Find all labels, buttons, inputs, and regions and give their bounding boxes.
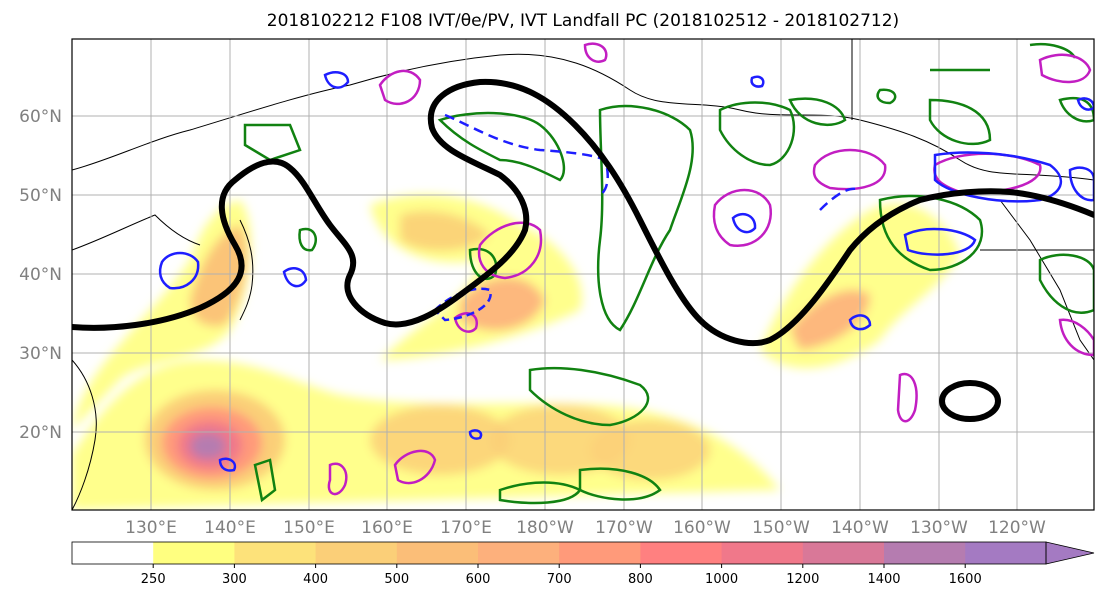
- green-contours: [243, 43, 1094, 505]
- colorbar-tick-label: 700: [547, 572, 572, 587]
- colorbar-tick-label: 1600: [949, 572, 982, 587]
- colorbar-tick-label: 1000: [705, 572, 738, 587]
- lon-label: 130°W: [910, 518, 968, 538]
- lon-label: 150°W: [752, 518, 810, 538]
- blue-contours: [158, 71, 1094, 472]
- colorbar-cell: [315, 542, 398, 564]
- lon-label: 120°W: [988, 518, 1046, 538]
- lon-label: 160°W: [673, 518, 731, 538]
- colorbar-cell: [234, 542, 317, 564]
- colorbar-cell: [396, 542, 479, 564]
- lat-label: 60°N: [19, 107, 62, 127]
- colorbar-tick-label: 1200: [786, 572, 819, 587]
- colorbar-cell: [559, 542, 641, 564]
- lon-label: 140°E: [204, 518, 256, 538]
- lat-label: 40°N: [19, 265, 62, 285]
- map-panel: [72, 39, 1094, 510]
- lon-label: 170°W: [595, 518, 653, 538]
- colorbar-cell: [478, 542, 560, 564]
- colorbar-cell: [884, 542, 966, 564]
- colorbar-cell: [802, 542, 885, 564]
- lat-label: 30°N: [19, 344, 62, 364]
- colorbar-tick-label: 1400: [867, 572, 900, 587]
- gridlines: [72, 39, 1094, 510]
- lat-label: 50°N: [19, 186, 62, 206]
- lat-label: 20°N: [19, 423, 62, 443]
- figure-title: 2018102212 F108 IVT/θe/PV, IVT Landfall …: [267, 11, 899, 31]
- colorbar-tick-label: 800: [628, 572, 653, 587]
- colorbar-tick-label: 500: [384, 572, 409, 587]
- lon-label: 130°E: [125, 518, 177, 538]
- colorbar-cells: [72, 542, 1047, 564]
- lon-label: 160°E: [361, 518, 413, 538]
- lon-label: 170°E: [440, 518, 492, 538]
- lon-label: 150°E: [283, 518, 335, 538]
- colorbar-cell: [965, 542, 1047, 564]
- colorbar-cell: [721, 542, 804, 564]
- colorbar-ticks: 250 300 400 500 600 700 800 1000 1200 1400 1600: [141, 564, 982, 587]
- colorbar-tick-label: 300: [222, 572, 247, 587]
- lon-label: 140°W: [831, 518, 889, 538]
- black-contours: [72, 78, 1094, 422]
- colorbar-tick-label: 600: [466, 572, 491, 587]
- colorbar-cell: [640, 542, 723, 564]
- colorbar-tick-label: 400: [303, 572, 328, 587]
- colorbar-extend-arrow: [1045, 541, 1095, 565]
- colorbar-cell: [153, 542, 235, 564]
- colorbar-tick-label: 250: [141, 572, 166, 587]
- lon-label: 180°W: [516, 518, 574, 538]
- ivt-shading: [72, 194, 960, 510]
- longitude-labels: 130°E 140°E 150°E 160°E 170°E 180°W 170°…: [125, 518, 1046, 538]
- map-frame: [71, 38, 1095, 511]
- colorbar-cell: [72, 542, 154, 564]
- colorbar: 250 300 400 500 600 700 800 1000 1200 1400 1600: [71, 541, 1095, 587]
- latitude-labels: 60°N 50°N 40°N 30°N 20°N: [19, 107, 62, 443]
